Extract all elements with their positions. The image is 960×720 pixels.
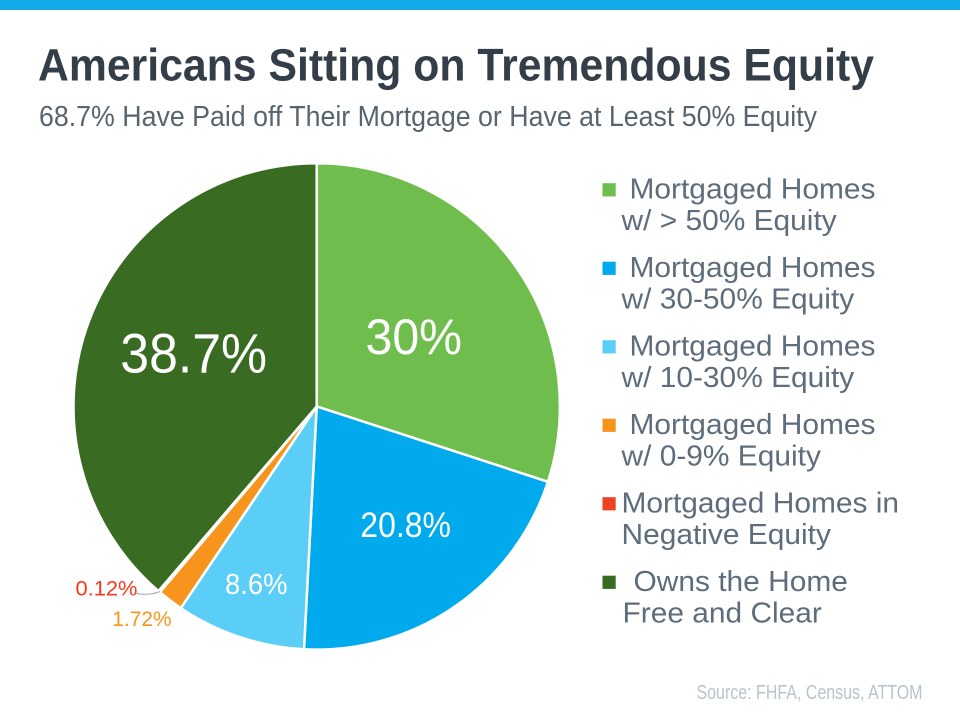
svg-text:Mortgaged Homes in: Mortgaged Homes in: [622, 488, 900, 520]
svg-text:Mortgaged Homes: Mortgaged Homes: [630, 409, 876, 441]
svg-text:w/ 10-30% Equity: w/ 10-30% Equity: [620, 362, 854, 394]
svg-text:1.72%: 1.72%: [112, 608, 171, 631]
svg-text:Negative Equity: Negative Equity: [622, 519, 832, 551]
svg-text:8.6%: 8.6%: [225, 569, 288, 601]
svg-text:Free and Clear: Free and Clear: [623, 598, 823, 630]
svg-text:30%: 30%: [366, 309, 463, 365]
svg-text:w/ 0-9% Equity: w/ 0-9% Equity: [620, 441, 821, 473]
svg-text:Mortgaged Homes: Mortgaged Homes: [630, 252, 876, 284]
svg-text:0.12%: 0.12%: [76, 577, 138, 601]
svg-text:20.8%: 20.8%: [360, 506, 451, 545]
svg-text:w/ 30-50% Equity: w/ 30-50% Equity: [620, 284, 854, 316]
svg-text:Americans Sitting on Tremendou: Americans Sitting on Tremendous Equity: [38, 40, 874, 91]
svg-text:Owns the Home: Owns the Home: [634, 566, 848, 598]
svg-text:Mortgaged Homes: Mortgaged Homes: [630, 331, 876, 363]
svg-text:68.7% Have Paid off Their Mort: 68.7% Have Paid off Their Mortgage or Ha…: [39, 101, 817, 133]
svg-text:38.7%: 38.7%: [120, 322, 267, 385]
svg-text:w/ > 50% Equity: w/ > 50% Equity: [620, 205, 837, 237]
svg-text:Mortgaged Homes: Mortgaged Homes: [630, 174, 876, 206]
svg-text:Source: FHFA, Census, ATTOM: Source: FHFA, Census, ATTOM: [697, 682, 923, 704]
